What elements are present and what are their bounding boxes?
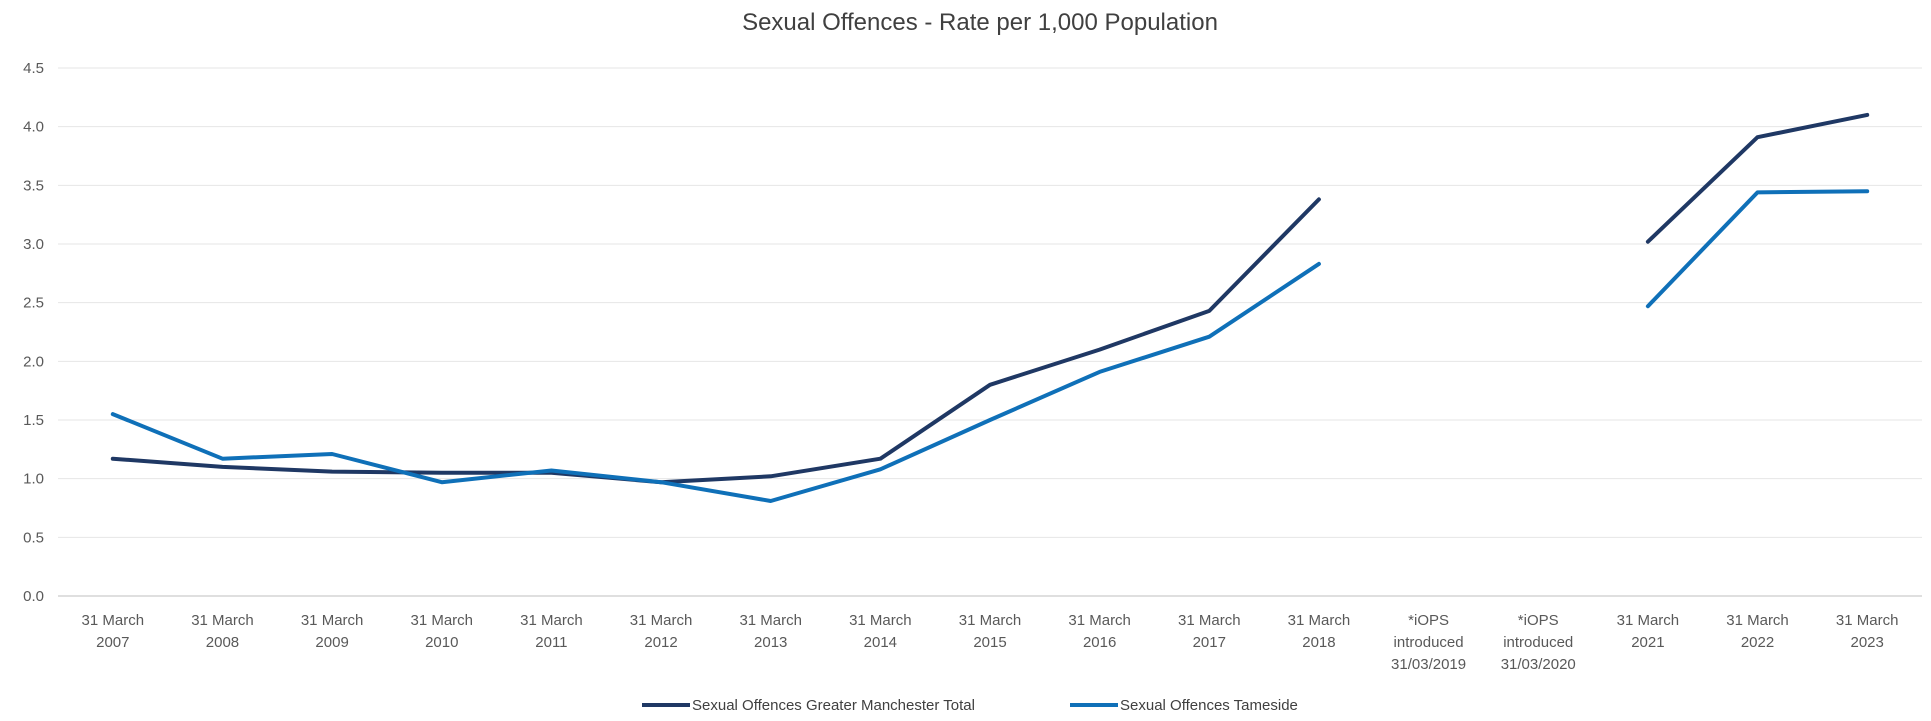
series-1-line-segment-1 (1645, 189, 1870, 309)
y-tick-label: 3.0 (23, 236, 44, 253)
x-tick-label-line: 2015 (973, 634, 1006, 651)
y-tick-label: 1.0 (23, 471, 44, 488)
x-tick-label: 31 March 2014 (849, 612, 912, 651)
x-tick-label: 31 March 2015 (959, 612, 1022, 651)
y-tick-label: 4.5 (23, 60, 44, 77)
series-0-line-segment-1 (1645, 112, 1870, 244)
x-tick-label-line: 31 March (739, 612, 802, 629)
x-tick-label-line: 2009 (315, 634, 348, 651)
x-tick-label-line: *iOPS (1518, 612, 1559, 629)
series-lines (110, 112, 1870, 503)
x-tick-label-line: 31 March (520, 612, 583, 629)
series-0-line-segment-0 (110, 197, 1321, 485)
x-tick-label-line: introduced (1503, 634, 1573, 651)
x-tick-label: 31 March 2023 (1836, 612, 1899, 651)
x-tick-label: *iOPS introduced 31/03/2020 (1501, 612, 1576, 673)
y-tick-label: 1.5 (23, 412, 44, 429)
x-tick-label-line: 31/03/2020 (1501, 656, 1576, 673)
x-tick-label: 31 March 2018 (1288, 612, 1351, 651)
y-tick-label: 2.0 (23, 353, 44, 370)
x-tick-label: 31 March 2013 (739, 612, 802, 651)
x-tick-label-line: 2022 (1741, 634, 1774, 651)
x-tick-label-line: 2018 (1302, 634, 1335, 651)
x-tick-label-line: 31 March (82, 612, 145, 629)
x-tick-label-line: 31 March (630, 612, 693, 629)
y-tick-label: 2.5 (23, 295, 44, 312)
x-tick-label-line: 2007 (96, 634, 129, 651)
x-tick-label-line: 31 March (410, 612, 473, 629)
x-tick-label-line: 2012 (644, 634, 677, 651)
x-tick-label-line: 31 March (1068, 612, 1131, 629)
x-tick-label: 31 March 2012 (630, 612, 693, 651)
x-tick-label: 31 March 2008 (191, 612, 254, 651)
x-tick-label-line: introduced (1394, 634, 1464, 651)
legend-label: Sexual Offences Greater Manchester Total (692, 697, 975, 714)
gridlines (58, 67, 1922, 597)
y-tick-label: 3.5 (23, 177, 44, 194)
legend-label: Sexual Offences Tameside (1120, 697, 1298, 714)
series-1-line-segment-0 (110, 261, 1321, 503)
chart-title: Sexual Offences - Rate per 1,000 Populat… (742, 9, 1218, 36)
y-tick-label: 0.5 (23, 529, 44, 546)
y-axis-ticks: 0.0 0.5 1.0 1.5 2.0 2.5 3.0 3.5 4.0 4.5 (23, 60, 44, 605)
x-tick-label-line: 2008 (206, 634, 239, 651)
x-tick-label-line: 2023 (1850, 634, 1883, 651)
x-tick-label-line: 2016 (1083, 634, 1116, 651)
x-tick-label-line: 31 March (191, 612, 254, 629)
x-tick-label-line: 31 March (1726, 612, 1789, 629)
x-tick-label-line: 31 March (1178, 612, 1241, 629)
x-tick-label-line: 2017 (1193, 634, 1226, 651)
x-tick-label-line: 2011 (535, 634, 567, 651)
x-tick-label-line: 31 March (959, 612, 1022, 629)
x-tick-label: 31 March 2022 (1726, 612, 1789, 651)
x-tick-label: 31 March 2010 (410, 612, 473, 651)
y-tick-label: 4.0 (23, 119, 44, 136)
x-tick-label-line: 31 March (1617, 612, 1680, 629)
x-tick-label-line: 2010 (425, 634, 458, 651)
y-tick-label: 0.0 (23, 588, 44, 605)
legend: Sexual Offences Greater Manchester Total… (642, 697, 1298, 714)
x-tick-label-line: 31 March (1288, 612, 1351, 629)
x-tick-label: 31 March 2011 (520, 612, 583, 651)
x-tick-label-line: 2014 (864, 634, 897, 651)
x-tick-label: 31 March 2007 (82, 612, 145, 651)
x-tick-label-line: 31 March (1836, 612, 1899, 629)
x-tick-label: 31 March 2017 (1178, 612, 1241, 651)
x-tick-label-line: *iOPS (1408, 612, 1449, 629)
x-tick-label: *iOPS introduced 31/03/2019 (1391, 612, 1466, 673)
x-tick-label: 31 March 2016 (1068, 612, 1131, 651)
x-tick-label-line: 31/03/2019 (1391, 656, 1466, 673)
x-tick-label-line: 31 March (849, 612, 912, 629)
x-tick-label: 31 March 2009 (301, 612, 364, 651)
x-tick-label-line: 2013 (754, 634, 787, 651)
x-tick-label-line: 31 March (301, 612, 364, 629)
x-tick-label: 31 March 2021 (1617, 612, 1680, 651)
x-tick-label-line: 2021 (1631, 634, 1664, 651)
